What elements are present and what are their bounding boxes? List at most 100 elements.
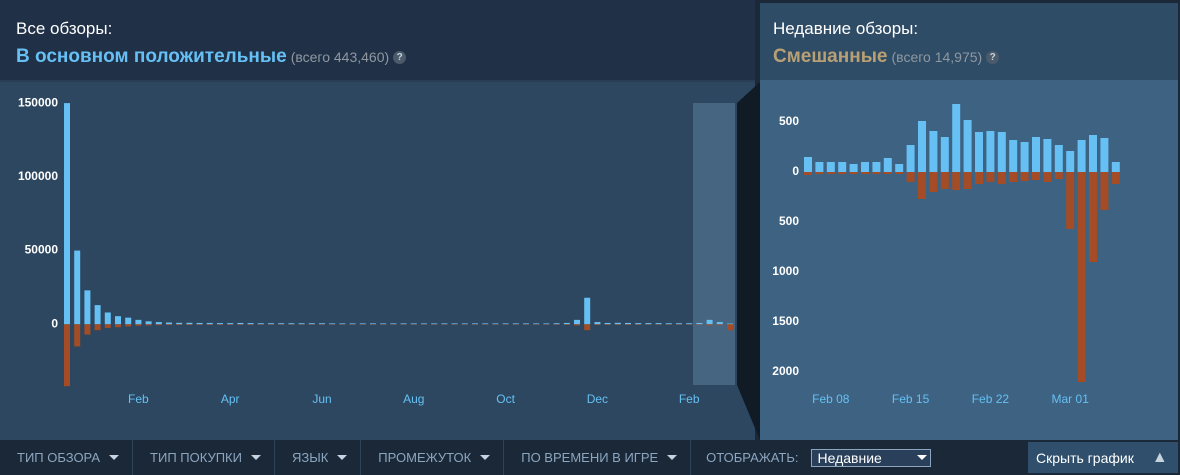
bar	[390, 323, 397, 325]
bar	[125, 317, 132, 325]
filter[interactable]: ПРОМЕЖУТОК	[361, 440, 505, 475]
bar	[918, 172, 926, 199]
filter-label: ТИП ПОКУПКИ	[150, 450, 242, 465]
bar	[237, 324, 244, 325]
bar	[838, 172, 847, 174]
display-select[interactable]: Недавние	[810, 448, 931, 467]
bar	[1020, 142, 1029, 172]
rating: В основном положительные	[16, 46, 287, 67]
bar	[706, 319, 713, 325]
bar	[125, 324, 132, 327]
bar	[64, 324, 70, 387]
hide-graph-button[interactable]: Скрыть график ▲	[1028, 442, 1178, 473]
bar	[574, 319, 580, 325]
bar	[604, 322, 611, 325]
toolbar: ТИП ОБЗОРА ТИП ПОКУПКИ ЯЗЫК ПРОМЕЖУТОК П…	[0, 440, 1180, 475]
x-tick-label: Jun	[312, 392, 331, 406]
label: Все обзоры:	[16, 19, 113, 38]
bar	[727, 323, 733, 325]
bar	[975, 172, 983, 184]
bar	[815, 162, 824, 172]
bar	[115, 324, 121, 328]
y-tick-label: 2000	[772, 364, 799, 378]
help-icon[interactable]: ?	[986, 51, 1000, 64]
label: Недавние обзоры:	[773, 19, 919, 38]
bar	[706, 324, 713, 326]
filter[interactable]: ПО ВРЕМЕНИ В ИГРЕ	[504, 440, 692, 475]
bar	[186, 324, 193, 326]
filter[interactable]: ТИП ОБЗОРА	[0, 440, 134, 475]
bar	[594, 324, 601, 326]
bar	[329, 323, 336, 325]
bar	[257, 323, 264, 325]
bar	[975, 132, 983, 172]
x-tick-label: Aug	[403, 392, 424, 406]
bar	[74, 324, 81, 347]
bar	[1009, 172, 1018, 182]
filter-label: ПО ВРЕМЕНИ В ИГРЕ	[521, 450, 659, 465]
bar	[400, 323, 407, 325]
bar	[196, 322, 203, 325]
bar	[997, 172, 1006, 184]
recent-reviews: Недавние обзоры: Смешанные (всего 14,975)…	[773, 19, 1000, 68]
x-tick-label: Feb	[679, 392, 700, 406]
bar	[696, 322, 703, 325]
bar	[84, 324, 91, 335]
bar	[895, 172, 904, 174]
bar	[1066, 151, 1075, 172]
bar	[1111, 172, 1120, 184]
left-chart-bg	[0, 82, 755, 440]
bar	[826, 172, 835, 174]
bar	[155, 322, 162, 325]
bar	[451, 323, 458, 325]
bar	[849, 164, 858, 172]
bar	[849, 172, 858, 174]
bar	[574, 324, 580, 326]
bar	[64, 103, 70, 325]
help-icon[interactable]: ?	[393, 51, 407, 64]
bar	[1066, 172, 1075, 229]
bar	[145, 324, 152, 326]
button-label: Скрыть график	[1036, 449, 1134, 466]
bar	[145, 321, 152, 325]
bar	[676, 323, 682, 325]
bar	[135, 324, 142, 326]
bar	[441, 323, 448, 325]
bar	[370, 323, 376, 325]
bar	[410, 323, 417, 325]
bar	[963, 172, 972, 189]
bar	[614, 322, 621, 325]
bar	[461, 323, 468, 325]
bar	[155, 324, 162, 326]
x-tick-label: Mar 01	[1052, 392, 1090, 406]
bar	[104, 312, 111, 325]
bar	[986, 172, 995, 182]
bar	[308, 323, 315, 325]
filter[interactable]: ЯЗЫК	[275, 440, 362, 475]
bar	[635, 323, 642, 325]
bar	[227, 324, 234, 325]
filter-label: ЯЗЫК	[291, 450, 329, 465]
bar	[84, 290, 91, 325]
bar	[339, 323, 346, 325]
bar	[906, 145, 915, 172]
bar	[815, 172, 824, 174]
bar	[94, 324, 101, 331]
y-tick-label: 150000	[18, 95, 58, 109]
bar	[906, 172, 915, 182]
bar	[135, 319, 142, 325]
bar	[1009, 140, 1018, 172]
bar	[727, 324, 733, 331]
bar	[492, 323, 499, 325]
total: (всего 14,975)	[891, 49, 983, 65]
bar	[1111, 162, 1120, 172]
y-tick-label: 500	[779, 114, 799, 128]
bar	[1089, 172, 1097, 262]
filter[interactable]: ТИП ПОКУПКИ	[133, 440, 275, 475]
bar	[502, 323, 509, 325]
x-tick-label: Feb 08	[812, 392, 850, 406]
x-tick-label: Feb 15	[892, 392, 930, 406]
bar	[115, 316, 121, 325]
bar	[655, 323, 662, 325]
filter-label: ТИП ОБЗОРА	[17, 450, 101, 465]
